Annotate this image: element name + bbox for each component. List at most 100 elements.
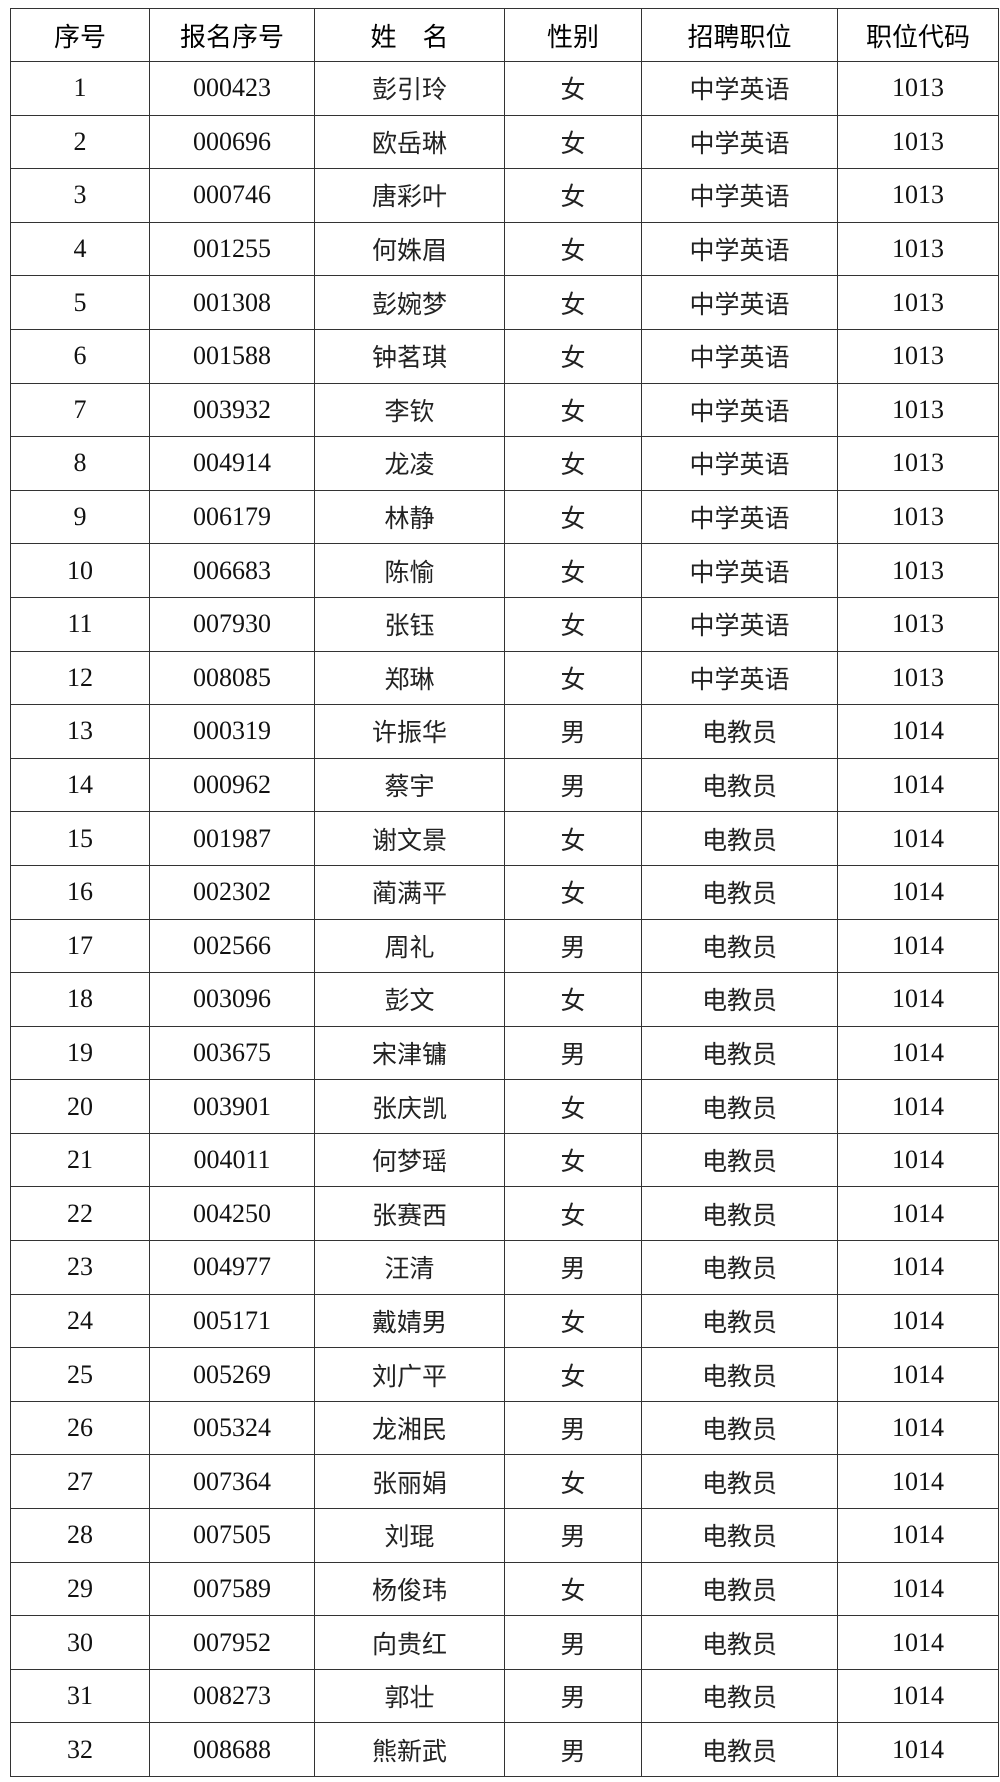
cell-gender: 男: [504, 1508, 642, 1563]
cell-position-code: 1013: [837, 61, 999, 116]
cell-registration-number: 000423: [149, 61, 315, 116]
cell-gender: 女: [504, 1079, 642, 1134]
cell-position-code: 1014: [837, 864, 999, 920]
cell-registration-number: 007364: [149, 1454, 315, 1510]
cell-position: 电教员: [641, 1186, 838, 1242]
cell-position: 电教员: [641, 1347, 838, 1402]
cell-registration-number: 006683: [149, 543, 315, 598]
cell-name: 彭引玲: [314, 61, 505, 116]
cell-position-code: 1014: [837, 1025, 999, 1081]
cell-name: 蔺满平: [314, 864, 505, 920]
cell-index: 27: [10, 1454, 150, 1510]
cell-name: 郭壮: [314, 1668, 505, 1724]
cell-registration-number: 000962: [149, 757, 315, 813]
cell-index: 32: [10, 1722, 150, 1777]
cell-index: 2: [10, 114, 150, 170]
cell-gender: 女: [504, 543, 642, 598]
cell-position-code: 1014: [837, 704, 999, 759]
cell-position-code: 1014: [837, 1561, 999, 1617]
table-row: 26 005324 龙湘民男电教员 1014: [10, 1400, 999, 1456]
cell-registration-number: 003932: [149, 382, 315, 438]
cell-registration-number: 002566: [149, 918, 315, 974]
cell-name: 李钦: [314, 382, 505, 438]
cell-position-code: 1014: [837, 972, 999, 1027]
cell-registration-number: 008273: [149, 1668, 315, 1724]
cell-index: 21: [10, 1132, 150, 1188]
cell-gender: 女: [504, 811, 642, 866]
cell-position: 电教员: [641, 1132, 838, 1188]
cell-position-code: 1013: [837, 436, 999, 491]
cell-position: 中学英语: [641, 543, 838, 598]
cell-name: 刘广平: [314, 1347, 505, 1402]
cell-registration-number: 001308: [149, 275, 315, 330]
cell-position: 中学英语: [641, 221, 838, 277]
table-row: 18 003096 彭文女电教员 1014: [10, 972, 999, 1027]
cell-name: 宋津镛: [314, 1025, 505, 1081]
cell-index: 8: [10, 436, 150, 491]
cell-position: 电教员: [641, 704, 838, 759]
cell-position: 中学英语: [641, 382, 838, 438]
cell-position-code: 1013: [837, 275, 999, 330]
cell-position: 电教员: [641, 1454, 838, 1510]
cell-index: 5: [10, 275, 150, 330]
cell-index: 7: [10, 382, 150, 438]
cell-position-code: 1014: [837, 1668, 999, 1724]
cell-position-code: 1013: [837, 114, 999, 170]
header-gender: 性别: [504, 8, 642, 62]
header-registration-number: 报名序号: [149, 8, 315, 62]
cell-name: 何梦瑶: [314, 1132, 505, 1188]
cell-position: 电教员: [641, 864, 838, 920]
cell-index: 30: [10, 1615, 150, 1670]
cell-registration-number: 007505: [149, 1508, 315, 1563]
table-row: 24 005171 戴婧男女电教员 1014: [10, 1293, 999, 1349]
cell-position: 电教员: [641, 1668, 838, 1724]
table-row: 19 003675 宋津镛男电教员 1014: [10, 1025, 999, 1081]
cell-gender: 女: [504, 596, 642, 652]
cell-position: 中学英语: [641, 114, 838, 170]
cell-index: 31: [10, 1668, 150, 1724]
cell-name: 彭婉梦: [314, 275, 505, 330]
cell-position-code: 1014: [837, 918, 999, 974]
cell-position: 电教员: [641, 972, 838, 1027]
table-row: 2 000696 欧岳琳女中学英语 1013: [10, 114, 999, 170]
cell-name: 钟茗琪: [314, 328, 505, 384]
cell-position-code: 1014: [837, 1615, 999, 1670]
table-row: 29 007589 杨俊玮女电教员 1014: [10, 1561, 999, 1617]
cell-position-code: 1014: [837, 1079, 999, 1134]
cell-position-code: 1014: [837, 1240, 999, 1295]
cell-index: 18: [10, 972, 150, 1027]
cell-gender: 女: [504, 168, 642, 223]
cell-name: 张赛西: [314, 1186, 505, 1242]
cell-registration-number: 000319: [149, 704, 315, 759]
cell-gender: 男: [504, 918, 642, 974]
cell-gender: 男: [504, 1240, 642, 1295]
cell-registration-number: 005324: [149, 1400, 315, 1456]
table-row: 15 001987 谢文景女电教员 1014: [10, 811, 999, 866]
cell-position: 电教员: [641, 1240, 838, 1295]
cell-name: 蔡宇: [314, 757, 505, 813]
cell-position-code: 1013: [837, 596, 999, 652]
table-row: 1 000423 彭引玲女中学英语 1013: [10, 61, 999, 116]
cell-registration-number: 003096: [149, 972, 315, 1027]
table-row: 17 002566 周礼男电教员 1014: [10, 918, 999, 974]
cell-registration-number: 005171: [149, 1293, 315, 1349]
cell-position-code: 1013: [837, 221, 999, 277]
cell-gender: 女: [504, 1347, 642, 1402]
cell-name: 林静: [314, 489, 505, 545]
header-position-code: 职位代码: [837, 8, 999, 62]
cell-gender: 男: [504, 1025, 642, 1081]
cell-position: 电教员: [641, 757, 838, 813]
table-row: 25 005269 刘广平女电教员 1014: [10, 1347, 999, 1402]
cell-position-code: 1013: [837, 328, 999, 384]
cell-name: 汪清: [314, 1240, 505, 1295]
cell-registration-number: 006179: [149, 489, 315, 545]
cell-position: 电教员: [641, 1293, 838, 1349]
cell-index: 9: [10, 489, 150, 545]
cell-index: 17: [10, 918, 150, 974]
cell-index: 19: [10, 1025, 150, 1081]
cell-gender: 女: [504, 221, 642, 277]
cell-position-code: 1014: [837, 1186, 999, 1242]
table-row: 8 004914 龙凌女中学英语 1013: [10, 436, 999, 491]
cell-name: 向贵红: [314, 1615, 505, 1670]
table-row: 22 004250 张赛西女电教员 1014: [10, 1186, 999, 1242]
